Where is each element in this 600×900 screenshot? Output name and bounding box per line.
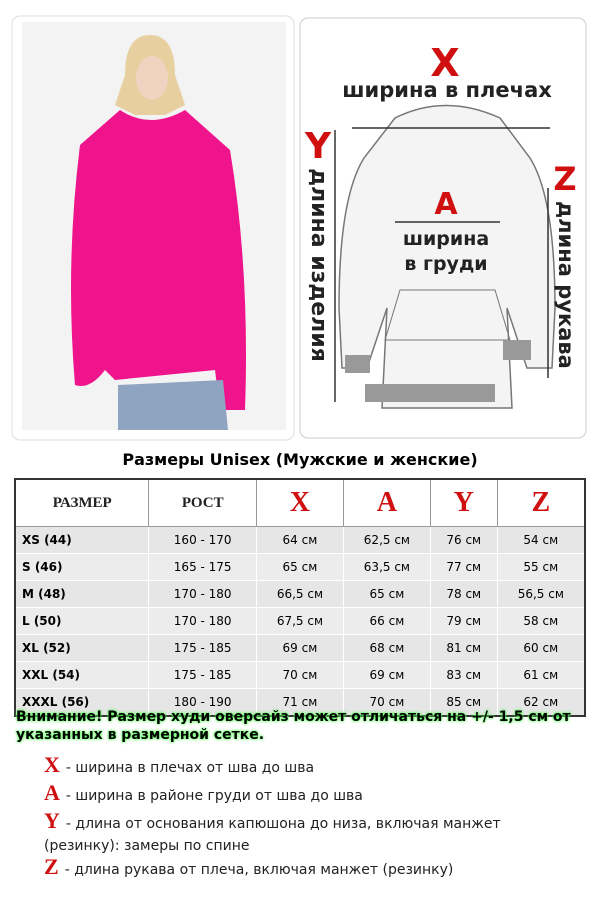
warning: Внимание! Размер худи оверсайз может отл… [16, 709, 571, 743]
hoodie-drawing [338, 104, 556, 409]
legend-item: X - ширина в плечах от шва до шва [44, 754, 544, 779]
cell: 78 см [429, 580, 498, 608]
header-cell: A [342, 478, 431, 527]
cell: 69 см [255, 634, 344, 662]
cell: 180 - 190 [148, 688, 257, 717]
label-chest-2: в груди [404, 253, 487, 275]
cell: M (48) [14, 580, 150, 608]
hoodie [71, 110, 246, 410]
cell: XXL (54) [14, 661, 150, 689]
cell: L (50) [14, 607, 150, 635]
cell: 170 - 180 [148, 607, 257, 635]
cell: 55 см [496, 553, 586, 581]
cell: 76 см [429, 526, 498, 554]
legend-letter: X [44, 752, 60, 777]
cell: 70 см [342, 688, 431, 717]
table-row: M (48) 170 - 180 66,5 см 65 см 78 см 56,5 см [14, 580, 586, 608]
jeans [118, 380, 228, 430]
face [136, 56, 168, 100]
cell: 165 - 175 [148, 553, 257, 581]
cell: 70 см [255, 661, 344, 689]
table-row: S (46) 165 - 175 65 см 63,5 см 77 см 55 см [14, 553, 586, 581]
cell: 81 см [429, 634, 498, 662]
cell: 61 см [496, 661, 586, 689]
label-chest-1: ширина [403, 228, 489, 250]
size-table: РАЗМЕР РОСТ X A Y Z XS (44) 160 - 170 64 см 62,5 … [14, 478, 586, 717]
legend-text: - ширина в плечах от шва до шва [65, 760, 315, 776]
legend-letter: Y [44, 808, 60, 833]
cell: 65 см [255, 553, 344, 581]
cell: 175 - 185 [148, 634, 257, 662]
cell: 160 - 170 [148, 526, 257, 554]
cell: 65 см [342, 580, 431, 608]
table-row: XXXL (56) 180 - 190 71 см 70 см 85 см 62 см [14, 688, 586, 717]
cell: 77 см [429, 553, 498, 581]
cell: 170 - 180 [148, 580, 257, 608]
header-cell: РАЗМЕР [14, 478, 150, 527]
label-y: Y [304, 126, 332, 167]
table-row: XL (52) 175 - 185 69 см 68 см 81 см 60 см [14, 634, 586, 662]
legend-letter: Z [44, 854, 59, 879]
cell: 175 - 185 [148, 661, 257, 689]
header-cell: Z [496, 478, 586, 527]
cell: 66 см [342, 607, 431, 635]
label-x: X [430, 41, 459, 85]
cuffs [345, 340, 531, 402]
cell: 67,5 см [255, 607, 344, 635]
legend-item: A - ширина в районе груди от шва до шва [44, 782, 544, 807]
legend-item: Y- длина от основания капюшона до низа, … [44, 810, 544, 857]
cell: 56,5 см [496, 580, 586, 608]
header-cell: Y [429, 478, 498, 527]
cell: 85 см [429, 688, 498, 717]
cell: 66,5 см [255, 580, 344, 608]
cell: XL (52) [14, 634, 150, 662]
table-row: L (50) 170 - 180 67,5 см 66 см 79 см 58 см [14, 607, 586, 635]
cell: 83 см [429, 661, 498, 689]
label-a: A [434, 187, 458, 222]
cell: S (46) [14, 553, 150, 581]
label-length: длина изделия [306, 168, 331, 362]
cell: 58 см [496, 607, 586, 635]
legend-text: - длина от основания капюшона до низа, в… [44, 816, 501, 854]
cell: XS (44) [14, 526, 150, 554]
legend-text: - ширина в районе груди от шва до шва [65, 788, 363, 804]
diagram-labels: X ширина в плечах Y длина изделия A шири… [304, 41, 578, 369]
table-title: Размеры Unisex (Мужские и женские) [122, 450, 478, 469]
cell: 63,5 см [342, 553, 431, 581]
cell: 62,5 см [342, 526, 431, 554]
table-row: XS (44) 160 - 170 64 см 62,5 см 76 см 54 см [14, 526, 586, 554]
legend-text: - длина рукава от плеча, включая манжет … [64, 862, 454, 878]
cell: 62 см [496, 688, 586, 717]
measure-lines [334, 127, 550, 402]
label-sleeve: длина рукава [554, 201, 578, 369]
label-z: Z [553, 160, 576, 198]
label-shoulders: ширина в плечах [342, 78, 552, 102]
cell: 64 см [255, 526, 344, 554]
table-row: XXL (54) 175 - 185 70 см 69 см 83 см 61 см [14, 661, 586, 689]
legend-item: Z - длина рукава от плеча, включая манжет… [44, 856, 544, 881]
cell: 54 см [496, 526, 586, 554]
legend-letter: A [44, 780, 60, 805]
cell: 69 см [342, 661, 431, 689]
header-images: X ширина в плечах Y длина изделия A шири… [11, 15, 587, 441]
cell: 68 см [342, 634, 431, 662]
cell: 60 см [496, 634, 586, 662]
cell: 71 см [255, 688, 344, 717]
header-cell: X [255, 478, 344, 527]
cell: XXXL (56) [14, 688, 150, 717]
cell: 79 см [429, 607, 498, 635]
header-cell: РОСТ [148, 478, 257, 527]
